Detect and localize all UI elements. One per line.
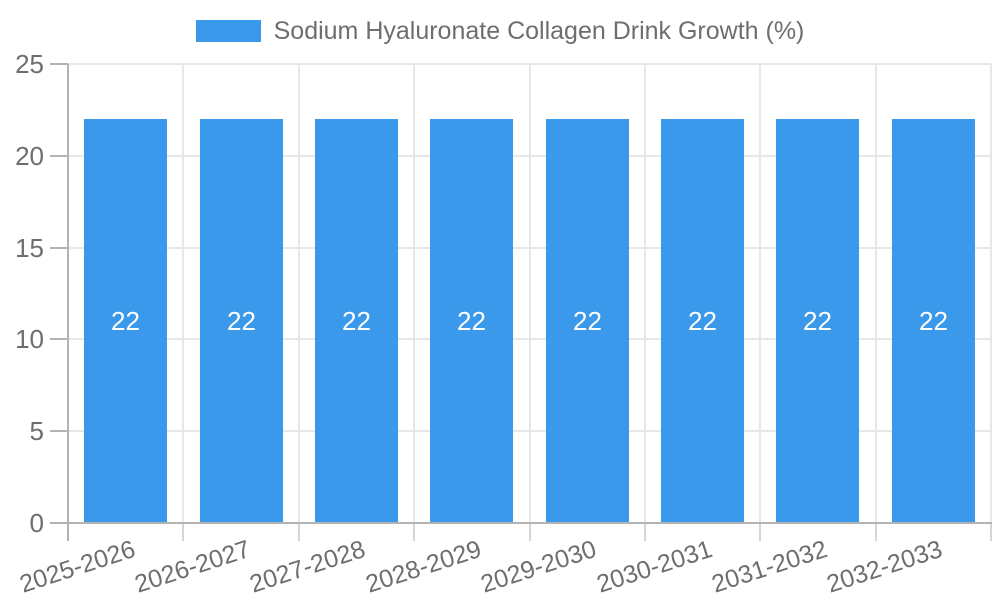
x-axis-line: [50, 522, 992, 524]
bar-value-label: 22: [342, 305, 371, 336]
x-axis-tick: [759, 523, 761, 541]
y-axis-tick: [50, 63, 68, 65]
legend-label: Sodium Hyaluronate Collagen Drink Growth…: [273, 17, 805, 45]
v-gridline: [759, 64, 761, 523]
v-gridline: [875, 64, 877, 523]
bar[interactable]: 22: [776, 119, 859, 522]
bar-value-label: 22: [227, 305, 256, 336]
v-gridline: [529, 64, 531, 523]
y-axis-tick: [50, 338, 68, 340]
legend-swatch: [195, 20, 261, 42]
bar-value-label: 22: [919, 305, 948, 336]
y-axis-tick: [50, 155, 68, 157]
y-axis-tick-label: 25: [15, 49, 44, 79]
x-axis-tick: [413, 523, 415, 541]
bar-value-label: 22: [688, 305, 717, 336]
y-axis-tick-label: 10: [15, 324, 44, 354]
bar-value-label: 22: [111, 305, 140, 336]
bar-value-label: 22: [803, 305, 832, 336]
bar[interactable]: 22: [661, 119, 744, 522]
legend[interactable]: Sodium Hyaluronate Collagen Drink Growth…: [0, 17, 1000, 45]
bar-value-label: 22: [457, 305, 486, 336]
y-axis-tick-label: 5: [29, 416, 44, 446]
v-gridline: [298, 64, 300, 523]
bar[interactable]: 22: [430, 119, 513, 522]
bar[interactable]: 22: [315, 119, 398, 522]
y-axis-tick-label: 15: [15, 233, 44, 263]
bar[interactable]: 22: [546, 119, 629, 522]
x-axis-tick: [529, 523, 531, 541]
x-axis-tick: [644, 523, 646, 541]
y-axis-line: [67, 64, 69, 541]
v-gridline: [990, 64, 992, 523]
v-gridline: [413, 64, 415, 523]
y-axis-tick-label: 20: [15, 141, 44, 171]
v-gridline: [182, 64, 184, 523]
x-axis-tick: [990, 523, 992, 541]
y-axis-tick: [50, 430, 68, 432]
y-axis-tick: [50, 247, 68, 249]
y-axis-tick-label: 0: [29, 508, 44, 538]
bar[interactable]: 22: [200, 119, 283, 522]
x-axis-tick: [182, 523, 184, 541]
bar-value-label: 22: [573, 305, 602, 336]
v-gridline: [644, 64, 646, 523]
bar[interactable]: 22: [892, 119, 975, 522]
x-axis-tick: [298, 523, 300, 541]
bar[interactable]: 22: [84, 119, 167, 522]
x-axis-tick: [875, 523, 877, 541]
